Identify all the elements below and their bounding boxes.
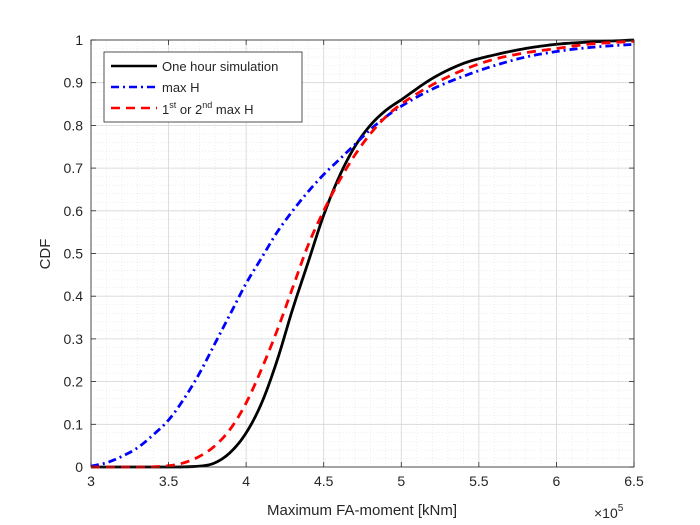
x-tick-label: 4: [242, 473, 250, 489]
x-axis-label: Maximum FA-moment [kNm]: [267, 502, 457, 519]
legend-label-first-or-second-max-h: 1st or 2nd max H: [162, 100, 253, 117]
series-layer: [90, 38, 635, 469]
axis-ticks: [90, 39, 635, 468]
legend: One hour simulation max H 1st or 2nd max…: [103, 51, 303, 123]
x-tick-label: 6.5: [624, 473, 644, 489]
x-tick-label: 3: [87, 473, 95, 489]
y-tick-label: 0.6: [64, 203, 84, 219]
y-tick-label: 1: [75, 32, 83, 48]
x-tick-labels: 3 3.5 4 4.5 5 5.5 6 6.5: [87, 473, 644, 489]
x-tick-label: 5.5: [469, 473, 489, 489]
series-line-max-h: [90, 42, 635, 468]
y-tick-label: 0.9: [64, 75, 84, 91]
y-tick-label: 0.8: [64, 117, 84, 133]
y-tick-label: 0.1: [64, 416, 84, 432]
legend-label-sup-st: st: [169, 100, 177, 110]
x-axis-exponent-base: ×10: [594, 505, 618, 521]
x-tick-label: 5: [397, 473, 405, 489]
y-tick-label: 0.5: [64, 246, 84, 262]
y-tick-labels: 0 0.1 0.2 0.3 0.4 0.5 0.6 0.7 0.8 0.9 1: [64, 32, 84, 475]
legend-label-part-2: or 2: [176, 102, 202, 117]
legend-label-part-1: 1: [162, 102, 169, 117]
x-axis-exponent-power: 5: [618, 503, 624, 514]
legend-label-sup-nd: nd: [202, 100, 212, 110]
x-axis-exponent: ×105: [594, 503, 624, 521]
y-tick-label: 0.4: [64, 288, 84, 304]
y-tick-label: 0.3: [64, 331, 84, 347]
y-tick-label: 0.2: [64, 374, 84, 390]
x-tick-label: 6: [553, 473, 561, 489]
legend-label-part-3: max H: [212, 102, 253, 117]
y-axis-label: CDF: [37, 239, 54, 270]
series-line-one-hour-simulation: [91, 38, 635, 469]
major-grid: [90, 39, 635, 468]
legend-label-one-hour-simulation: One hour simulation: [162, 59, 278, 74]
series-line-1st-or-2nd-max-h: [91, 39, 635, 469]
y-tick-label: 0: [75, 459, 83, 475]
y-tick-label: 0.7: [64, 160, 84, 176]
legend-label-max-h: max H: [162, 80, 200, 95]
x-tick-label: 3.5: [159, 473, 179, 489]
x-tick-label: 4.5: [314, 473, 334, 489]
